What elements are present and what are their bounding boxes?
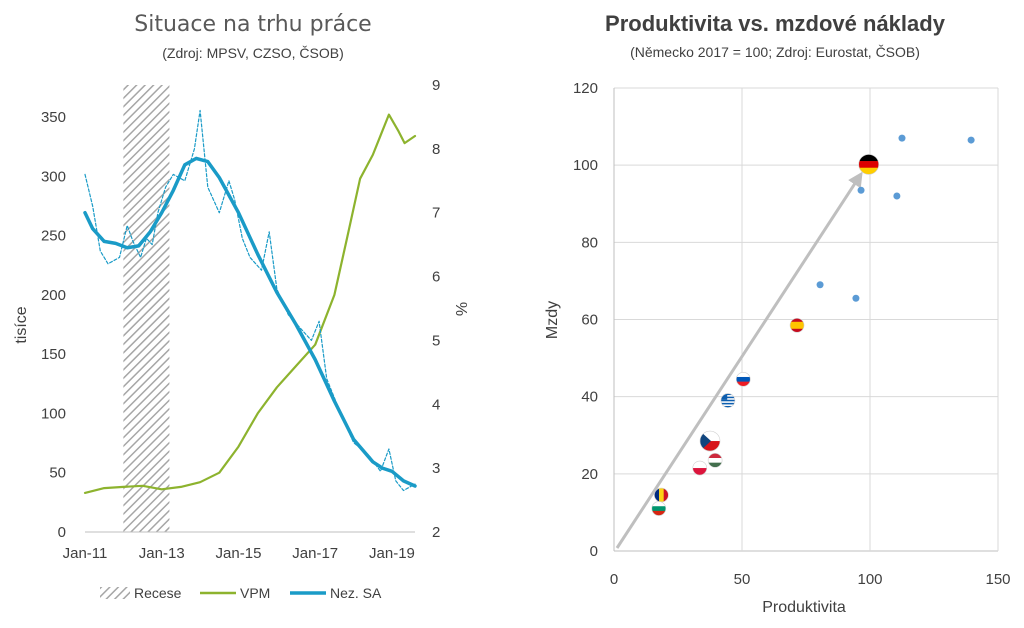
series-line-2 (83, 156, 417, 488)
left-x-tick: Jan-17 (292, 545, 338, 562)
right-chart-x-tick: 100 (857, 571, 882, 588)
left-y-tick: 0 (58, 524, 66, 541)
right-y-tick: 4 (432, 396, 440, 413)
trend-arrow (615, 171, 863, 549)
right-chart-x-tick: 0 (610, 571, 618, 588)
right-y-tick: 3 (432, 460, 440, 477)
right-chart-subtitle: (Německo 2017 = 100; Zdroj: Eurostat, ČS… (630, 44, 920, 60)
series-line-0 (83, 113, 417, 494)
left-y-tick: 200 (41, 287, 66, 304)
flag-de (858, 154, 880, 175)
left-chart-title: Situace na trhu práce (134, 12, 371, 37)
right-chart-y-tick: 120 (573, 80, 598, 97)
left-x-tick: Jan-15 (216, 545, 262, 562)
scatter-point (816, 281, 824, 289)
right-chart-y-tick: 100 (573, 157, 598, 174)
flag-gr (720, 393, 736, 408)
right-y-tick: 7 (432, 205, 440, 222)
left-y-tick: 300 (41, 168, 66, 185)
left-y-tick: 100 (41, 405, 66, 422)
left-y-axis-label: tisíce (13, 306, 30, 343)
left-chart-subtitle: (Zdroj: MPSV, CZSO, ČSOB) (162, 45, 344, 61)
left-y-tick: 150 (41, 346, 66, 363)
right-chart-title: Produktivita vs. mzdové náklady (605, 11, 946, 36)
left-y-tick: 50 (49, 465, 66, 482)
labour-market-chart: Situace na trhu práce (Zdroj: MPSV, CZSO… (13, 12, 469, 601)
left-x-tick: Jan-11 (63, 545, 108, 562)
right-y-tick: 2 (432, 524, 440, 541)
left-x-tick: Jan-19 (369, 545, 415, 562)
scatter-point (893, 192, 901, 200)
right-y-tick: 9 (432, 77, 440, 94)
right-chart-y-tick: 80 (581, 234, 598, 251)
right-chart-x-tick: 150 (985, 571, 1010, 588)
right-y-tick: 6 (432, 269, 440, 286)
legend-recession-label: Recese (134, 585, 182, 601)
right-chart-x-label: Produktivita (762, 599, 846, 616)
left-x-tick: Jan-13 (139, 545, 185, 562)
right-chart-x-tick: 50 (734, 571, 751, 588)
flag-es (789, 317, 805, 333)
legend-recession-swatch (100, 587, 130, 599)
legend-nez-label: Nez. SA (330, 585, 382, 601)
flag-cz (699, 430, 721, 452)
scatter-point (852, 294, 860, 302)
flag-ro (654, 487, 669, 503)
recession-band (123, 85, 170, 532)
flag-bg (651, 501, 667, 516)
right-chart-y-tick: 60 (581, 312, 598, 329)
flag-pl (692, 460, 708, 476)
right-chart-y-tick: 40 (581, 389, 598, 406)
right-chart-y-label: Mzdy (544, 301, 561, 339)
right-y-tick: 5 (432, 332, 440, 349)
right-y-axis-label: % (452, 302, 469, 316)
right-y-tick: 8 (432, 141, 440, 158)
flag-hu (707, 453, 723, 468)
left-y-tick: 350 (41, 109, 66, 126)
productivity-chart: Produktivita vs. mzdové náklady (Německo… (544, 11, 1011, 616)
right-chart-y-tick: 0 (590, 543, 598, 560)
flag-si (735, 372, 751, 387)
legend-vpm-label: VPM (240, 585, 270, 601)
scatter-point (857, 186, 865, 194)
left-y-tick: 250 (41, 228, 66, 245)
scatter-point (967, 136, 975, 144)
scatter-point (898, 134, 906, 142)
left-legend: Recese VPM Nez. SA (100, 585, 382, 601)
right-chart-y-tick: 20 (581, 466, 598, 483)
